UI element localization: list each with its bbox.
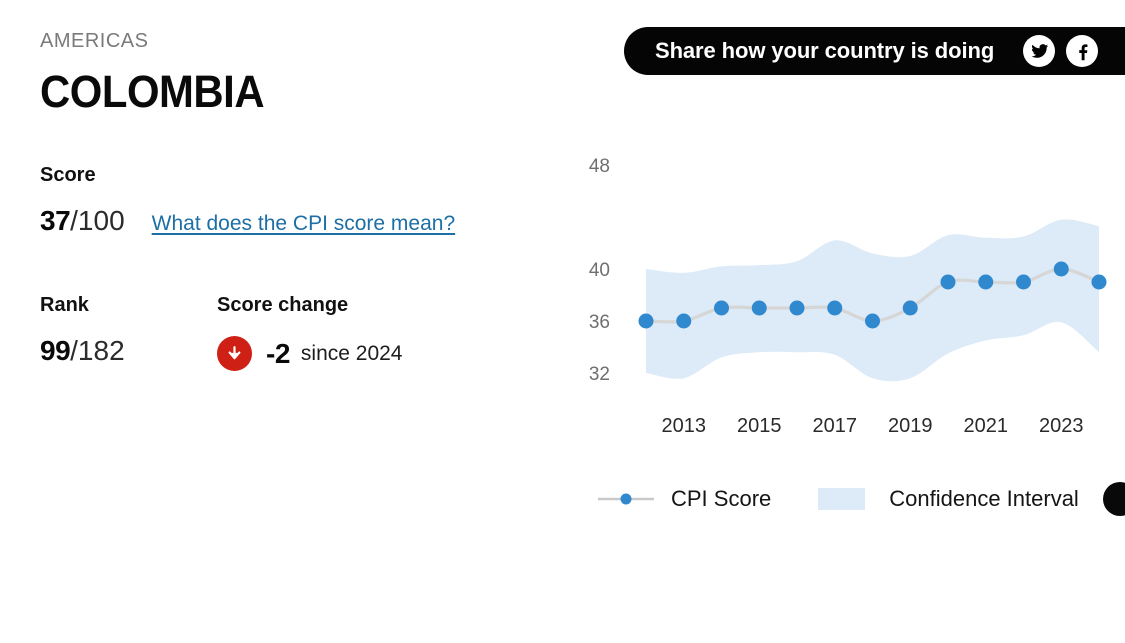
cpi-score-data-point[interactable] [827,300,843,316]
share-banner-label: Share how your country is doing [655,38,995,63]
country-summary-panel: AMERICAS COLOMBIA Score 37/100 What does… [40,0,560,371]
cpi-score-data-point[interactable] [751,300,767,316]
legend-label-confidence-interval: Confidence Interval [889,486,1079,511]
x-axis-tick-label: 2013 [662,415,707,437]
score-change-heading: Score change [217,294,349,316]
facebook-icon[interactable] [1066,35,1099,67]
x-axis-tick-label: 2017 [813,415,858,437]
rank-column: Rank 99/182 [40,295,217,365]
x-axis-tick-label: 2021 [964,415,1009,437]
y-axis-tick-label: 48 [589,156,610,177]
twitter-icon[interactable] [1023,35,1056,67]
cpi-score-marker-icon [598,493,654,505]
cpi-score-data-point[interactable] [789,300,805,316]
score-block: Score 37/100 What does the CPI score mea… [40,165,455,236]
x-axis-tick-label: 2015 [737,415,782,437]
cpi-score-data-point[interactable] [714,300,729,316]
arrow-down-icon [217,336,252,371]
cpi-score-data-point[interactable] [940,274,956,290]
rank-and-change-block: Rank 99/182 Score change -2 since 2024 [40,295,402,371]
confidence-interval-swatch-icon [818,488,866,510]
rank-denominator: /182 [70,335,125,366]
cpi-score-data-point[interactable] [1016,274,1031,290]
score-value: 37/100 [40,207,125,235]
score-row: 37/100 What does the CPI score mean? [40,207,455,236]
rank-heading: Rank [40,294,89,316]
cpi-trend-chart: 323640482013201520172019202120232 [560,140,1125,540]
share-banner: Share how your country is doing [624,27,1125,75]
cpi-score-data-point[interactable] [1053,261,1069,277]
confidence-interval-band [646,219,1099,382]
score-denominator: /100 [70,205,125,236]
x-axis-tick-label: 2019 [888,415,933,437]
region-label: AMERICAS [40,30,149,52]
rank-number: 99 [40,335,71,366]
score-heading: Score [40,164,96,186]
cpi-score-data-point[interactable] [865,313,880,329]
info-icon[interactable] [1102,482,1125,516]
cpi-score-data-point[interactable] [978,274,994,290]
legend-label-cpi-score: CPI Score [671,486,772,511]
chart-svg: 323640482013201520172019202120232 [589,156,1107,437]
share-icons-group [1023,35,1099,67]
cpi-score-data-point[interactable] [902,300,918,316]
score-change-delta: -2 [266,337,290,369]
rank-value: 99/182 [40,337,217,365]
cpi-score-data-point[interactable] [1091,274,1107,290]
score-change-column: Score change -2 since 2024 [217,295,402,371]
x-axis-tick-label: 2023 [1039,415,1084,437]
y-axis-tick-label: 40 [589,260,610,281]
page-title: COLOMBIA [40,66,265,117]
cpi-score-data-point[interactable] [638,313,654,329]
cpi-score-explainer-link[interactable]: What does the CPI score mean? [151,212,456,235]
score-change-since: since 2024 [300,341,403,365]
chart-legend: CPI Score Confidence Interval [560,478,1125,520]
legend-item-confidence-interval[interactable]: Confidence Interval [771,486,1079,512]
y-axis-tick-label: 36 [589,312,610,333]
score-number: 37 [40,205,71,236]
legend-item-cpi-score[interactable]: CPI Score [560,486,771,512]
y-axis-tick-label: 32 [589,364,610,385]
cpi-score-data-point[interactable] [676,313,692,329]
